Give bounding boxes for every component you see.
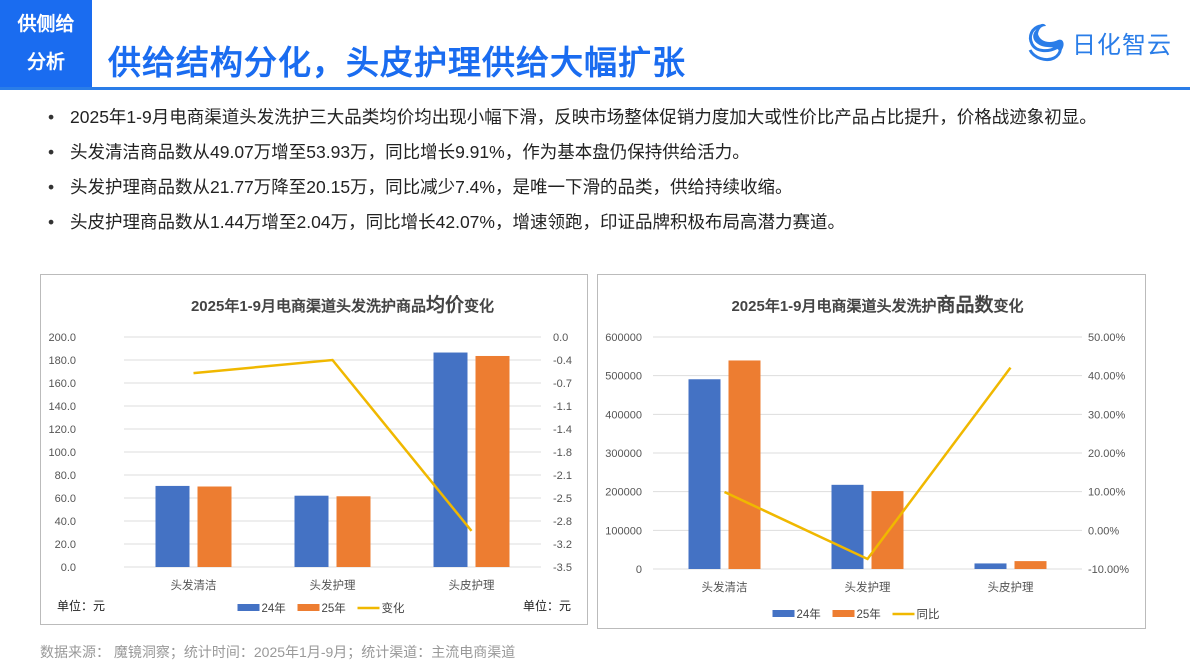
- right-axis-tick: -0.4: [553, 355, 572, 367]
- right-axis-tick: -2.8: [553, 516, 572, 528]
- bullet-item: 头皮护理商品数从1.44万增至2.04万，同比增长42.07%，增速领跑，印证品…: [48, 205, 1158, 240]
- left-axis-tick: 0.0: [61, 562, 76, 574]
- line-series: [723, 366, 1012, 561]
- bar-25年: [336, 496, 371, 567]
- bar-25年: [197, 486, 232, 567]
- legend-swatch: [772, 610, 795, 617]
- bar-24年: [433, 352, 468, 567]
- bar-24年: [294, 495, 329, 567]
- left-axis-tick: 60.0: [55, 493, 76, 505]
- avg-price-chart: 2025年1-9月电商渠道头发洗护商品均价变化 200.0 180.0 160.0 14…: [40, 274, 588, 625]
- chart-title: 2025年1-9月电商渠道头发洗护商品均价变化: [191, 293, 494, 316]
- legend-label: 24年: [797, 607, 821, 621]
- left-axis-tick: 40.0: [55, 516, 76, 528]
- left-axis-tick: 160.0: [48, 378, 76, 390]
- brand-name: 日化智云: [1072, 31, 1172, 59]
- legend-swatch: [237, 604, 260, 611]
- left-axis-tick: 200.0: [48, 332, 76, 344]
- bullet-item: 2025年1-9月电商渠道头发洗护三大品类均价均出现小幅下滑，反映市场整体促销力…: [48, 100, 1158, 135]
- right-axis-tick: -2.1: [553, 470, 572, 482]
- right-axis-tick: -3.5: [553, 562, 572, 574]
- left-axis-tick: 0: [636, 564, 642, 576]
- bullet-item: 头发清洁商品数从49.07万增至53.93万，同比增长9.91%，作为基本盘仍保…: [48, 135, 1158, 170]
- right-axis-tick: 0.0: [553, 332, 568, 344]
- right-axis-tick: -2.5: [553, 493, 572, 505]
- chart-title: 2025年1-9月电商渠道头发洗护商品数变化: [731, 293, 1023, 316]
- bar-24年: [974, 563, 1007, 569]
- bar-24年: [831, 484, 864, 569]
- left-axis-tick: 500000: [605, 371, 642, 383]
- left-axis-tick: 120.0: [48, 424, 76, 436]
- left-axis-tick: 300000: [605, 448, 642, 460]
- left-axis-tick: 400000: [605, 409, 642, 421]
- section-tag-line2: 分析: [26, 52, 65, 73]
- category-label: 头发清洁: [171, 578, 217, 592]
- summary-bullets: 2025年1-9月电商渠道头发洗护三大品类均价均出现小幅下滑，反映市场整体促销力…: [48, 100, 1158, 240]
- product-count-chart-svg: 2025年1-9月电商渠道头发洗护商品数变化 600000 500000 400000…: [605, 293, 1129, 621]
- category-label: 头皮护理: [449, 578, 495, 592]
- section-tag: 供侧给 分析: [0, 0, 92, 87]
- left-axis-tick: 200000: [605, 487, 642, 499]
- bullet-item: 头发护理商品数从21.77万降至20.15万，同比减少7.4%，是唯一下滑的品类…: [48, 170, 1158, 205]
- bar-24年: [155, 485, 190, 567]
- right-axis-tick: 20.00%: [1088, 448, 1126, 460]
- right-axis-tick: -1.1: [553, 401, 572, 413]
- header-divider: [0, 87, 1190, 90]
- category-label: 头发护理: [310, 578, 356, 592]
- category-label: 头发护理: [845, 580, 891, 594]
- bar-24年: [688, 379, 721, 569]
- legend-swatch: [297, 604, 320, 611]
- bar-25年: [475, 355, 510, 567]
- category-label: 头发清洁: [702, 580, 748, 594]
- left-axis-tick: 140.0: [48, 401, 76, 413]
- legend-label: 25年: [857, 607, 881, 621]
- right-axis-tick: -1.8: [553, 447, 572, 459]
- legend-label: 同比: [917, 608, 940, 621]
- right-axis-tick: -3.2: [553, 539, 572, 551]
- legend-label: 25年: [322, 601, 346, 615]
- data-source-note: 数据来源： 魔镜洞察；统计时间：2025年1月-9月；统计渠道：主流电商渠道: [40, 644, 516, 660]
- left-axis-tick: 80.0: [55, 470, 76, 482]
- right-axis-tick: 50.00%: [1088, 332, 1126, 344]
- page-title: 供给结构分化，头皮护理供给大幅扩张: [108, 44, 686, 81]
- right-axis-tick: 30.00%: [1088, 409, 1126, 421]
- right-axis-tick: 0.00%: [1088, 525, 1119, 537]
- right-axis-tick: 10.00%: [1088, 487, 1126, 499]
- legend-swatch: [832, 610, 855, 617]
- bar-25年: [1014, 561, 1047, 569]
- bar-25年: [871, 491, 904, 569]
- brand-logo: 日化智云: [1026, 20, 1172, 64]
- avg-price-chart-svg: 2025年1-9月电商渠道头发洗护商品均价变化 200.0 180.0 160.0 14…: [48, 293, 572, 615]
- section-tag-line1: 供侧给: [17, 14, 75, 35]
- unit-right: 单位：元: [523, 598, 571, 613]
- left-axis-tick: 20.0: [55, 539, 76, 551]
- left-axis-tick: 100000: [605, 525, 642, 537]
- left-axis-tick: 180.0: [48, 355, 76, 367]
- left-axis-tick: 600000: [605, 332, 642, 344]
- right-axis-tick: -10.00%: [1088, 564, 1129, 576]
- right-axis-tick: -1.4: [553, 424, 572, 436]
- legend-label: 24年: [262, 601, 286, 615]
- line-series: [193, 358, 473, 532]
- bird-logo-icon: [1028, 23, 1064, 62]
- left-axis-tick: 100.0: [48, 447, 76, 459]
- right-axis-tick: -0.7: [553, 378, 572, 390]
- category-label: 头皮护理: [988, 580, 1034, 594]
- bar-25年: [728, 360, 761, 569]
- unit-left: 单位：元: [57, 598, 105, 613]
- right-axis-tick: 40.00%: [1088, 371, 1126, 383]
- product-count-chart: 2025年1-9月电商渠道头发洗护商品数变化 600000 500000 400000…: [597, 274, 1146, 629]
- legend-label: 变化: [382, 601, 405, 615]
